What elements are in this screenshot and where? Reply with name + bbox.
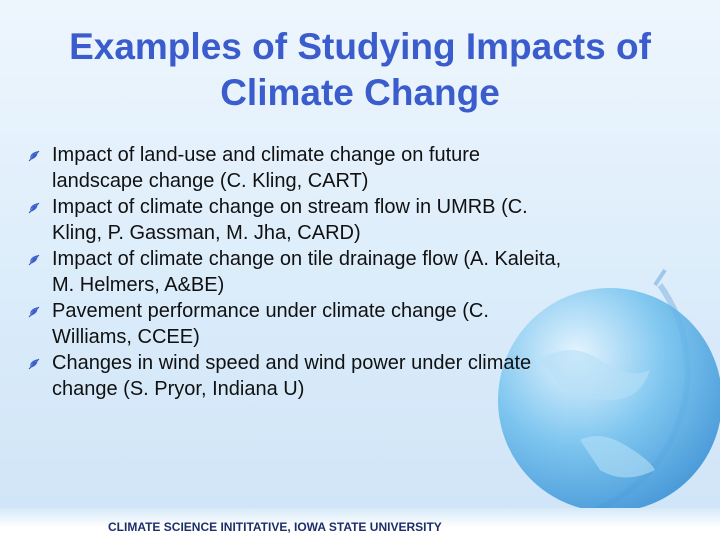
bullet-text: Pavement performance under climate chang… xyxy=(52,300,489,348)
footer-band xyxy=(0,508,720,540)
bullet-icon xyxy=(28,358,40,370)
bullet-item: Changes in wind speed and wind power und… xyxy=(24,350,572,402)
bullet-text: Impact of land-use and climate change on… xyxy=(52,144,481,192)
bullet-icon xyxy=(28,254,40,266)
bullet-icon xyxy=(28,306,40,318)
bullet-icon xyxy=(28,202,40,214)
bullet-item: Pavement performance under climate chang… xyxy=(24,298,572,350)
bullet-icon xyxy=(28,150,40,162)
bullet-text: Impact of climate change on stream flow … xyxy=(52,196,528,244)
footer-text: CLIMATE SCIENCE INITITATIVE, IOWA STATE … xyxy=(108,520,442,534)
bullet-item: Impact of climate change on tile drainag… xyxy=(24,246,572,298)
slide-title: Examples of Studying Impacts of Climate … xyxy=(69,26,651,113)
bullet-item: Impact of climate change on stream flow … xyxy=(24,194,572,246)
bullet-item: Impact of land-use and climate change on… xyxy=(24,142,572,194)
bullet-text: Impact of climate change on tile drainag… xyxy=(52,248,562,296)
bullet-list: Impact of land-use and climate change on… xyxy=(24,142,624,402)
bullet-text: Changes in wind speed and wind power und… xyxy=(52,352,532,400)
